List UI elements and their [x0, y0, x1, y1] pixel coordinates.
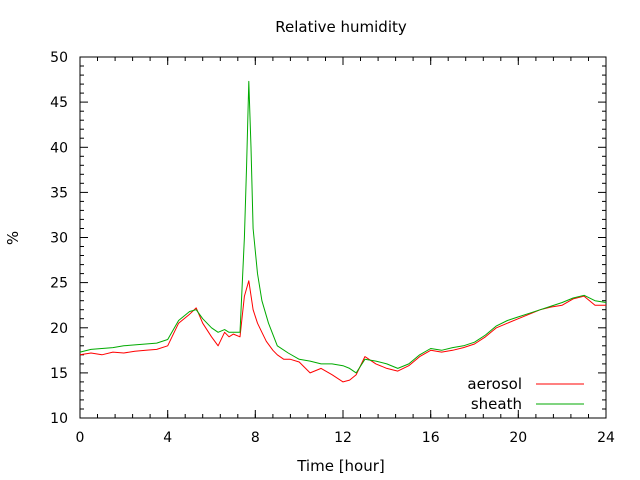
y-tick-label: 35: [50, 185, 68, 201]
series-line-aerosol: [79, 280, 606, 383]
y-tick-label: 10: [50, 411, 68, 427]
series-line-sheath: [79, 80, 607, 374]
x-axis-label: Time [hour]: [296, 457, 385, 475]
y-tick-label: 30: [50, 231, 68, 247]
x-tick-label: 16: [422, 430, 440, 446]
chart-title: Relative humidity: [275, 18, 407, 36]
y-tick-label: 15: [50, 366, 68, 382]
y-tick-label: 50: [50, 50, 68, 66]
y-axis-label: %: [4, 231, 22, 245]
x-tick-label: 12: [334, 430, 352, 446]
legend-label-sheath: sheath: [471, 395, 522, 413]
x-tick-label: 20: [509, 430, 527, 446]
plot-frame: [79, 56, 607, 419]
x-tick-label: 8: [251, 430, 260, 446]
x-tick-label: 24: [597, 430, 615, 446]
x-tick-label: 4: [163, 430, 172, 446]
x-tick-label: 0: [76, 430, 85, 446]
y-tick-label: 25: [50, 276, 68, 292]
y-tick-label: 40: [50, 140, 68, 156]
y-tick-label: 20: [50, 321, 68, 337]
plot-area: 0 4 8 12 16 20 24 10 15 20 25 30 35 40 45 50 aerosol shea…: [50, 50, 615, 446]
legend-label-aerosol: aerosol: [467, 375, 522, 393]
y-tick-label: 45: [50, 95, 68, 111]
